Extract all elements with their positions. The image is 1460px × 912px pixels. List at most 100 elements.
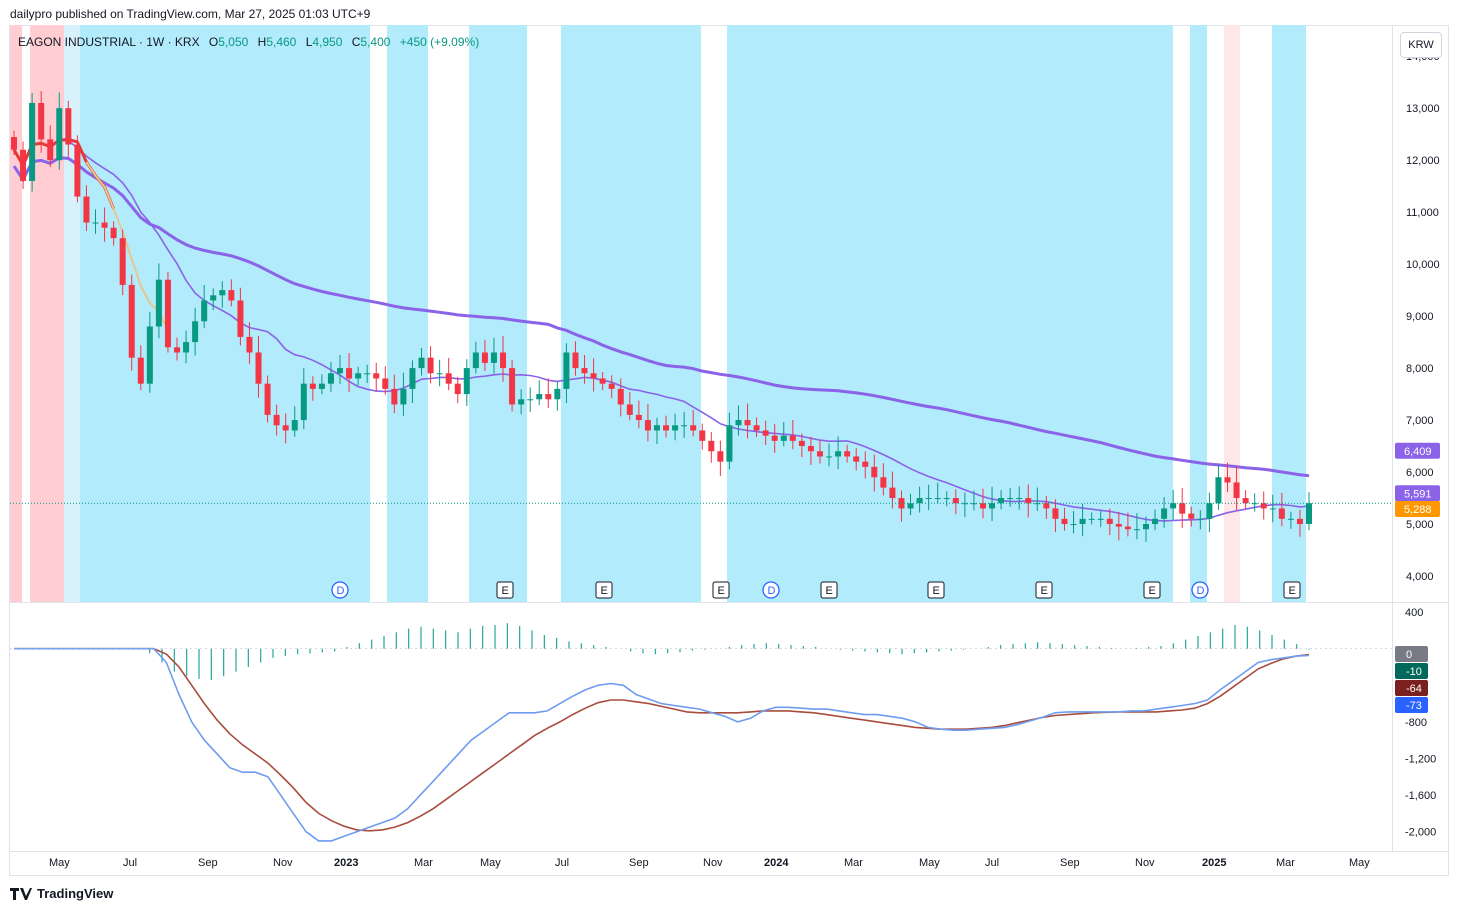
candle-body <box>1306 503 1312 525</box>
candle-body <box>418 357 425 369</box>
candle <box>1233 466 1240 511</box>
candle-body <box>1188 513 1195 519</box>
oscillator-tick-label: -2,000 <box>1405 827 1436 839</box>
candle-body <box>1170 503 1177 509</box>
candle <box>481 339 488 371</box>
brand-label: TradingView <box>37 886 114 901</box>
candle-body <box>1016 498 1023 500</box>
candle-body <box>20 149 27 181</box>
candle-body <box>626 404 633 415</box>
candle <box>29 92 36 192</box>
candle <box>1079 503 1086 537</box>
candle-body <box>83 196 90 223</box>
currency-button[interactable]: KRW <box>1400 32 1442 58</box>
candle <box>1070 511 1077 534</box>
oscillator-tag-label: -10 <box>1406 666 1422 678</box>
dividend-marker-label: D <box>768 585 776 597</box>
candle <box>672 413 679 441</box>
candle <box>219 281 226 308</box>
high-value: 5,460 <box>266 35 297 49</box>
candle-body <box>282 425 289 431</box>
price-tag <box>1395 501 1440 518</box>
candle-body <box>1070 524 1077 526</box>
candle-body <box>554 388 561 400</box>
candle-body <box>1242 498 1249 504</box>
candle-body <box>889 487 896 499</box>
price-tick-label: 7,000 <box>1406 415 1434 427</box>
candle <box>47 125 54 168</box>
open-label: O5,050 <box>208 35 249 49</box>
candle-body <box>1097 518 1104 520</box>
price-tick-label: 9,000 <box>1406 311 1434 323</box>
signal-zone <box>469 25 527 602</box>
candle <box>1242 490 1249 509</box>
candle-body <box>753 425 760 431</box>
candle <box>1197 510 1204 530</box>
candle <box>1206 492 1213 533</box>
candle-body <box>644 420 651 431</box>
candle <box>844 444 851 463</box>
candle <box>989 486 996 522</box>
candle <box>454 376 461 404</box>
candle <box>400 372 407 416</box>
earnings-marker-label: E <box>933 585 940 597</box>
candle-body <box>137 357 144 384</box>
price-tag-label: 5,591 <box>1404 488 1432 500</box>
earnings-marker-label: E <box>826 585 833 597</box>
candle-body <box>699 430 706 441</box>
candle-body <box>500 352 507 369</box>
dividend-marker-label: D <box>337 585 345 597</box>
signal-zone <box>80 25 370 602</box>
price-tick-label: 6,000 <box>1406 467 1434 479</box>
price-tick-label: 12,000 <box>1406 155 1440 167</box>
candle <box>255 335 262 398</box>
candle-body <box>807 446 814 452</box>
candle-body <box>771 435 778 441</box>
candle <box>617 378 624 417</box>
candle <box>327 362 334 392</box>
candle-body <box>509 368 516 405</box>
candle-body <box>237 300 244 337</box>
candle <box>300 367 307 430</box>
candle-body <box>989 503 996 509</box>
price-tick-label: 13,000 <box>1406 103 1440 115</box>
price-tick-label: 8,000 <box>1406 363 1434 375</box>
moving-average-short <box>85 161 169 331</box>
candle <box>798 433 805 458</box>
oscillator-tick-label: -800 <box>1405 717 1427 729</box>
candle <box>826 443 833 467</box>
candle-body <box>1179 503 1186 514</box>
candle <box>38 90 45 153</box>
candle-body <box>798 440 805 447</box>
candle <box>853 448 860 471</box>
candle <box>500 335 507 382</box>
candle <box>518 389 525 415</box>
candle-body <box>337 368 344 374</box>
candle <box>391 374 398 414</box>
candle-body <box>327 373 334 384</box>
open-value: 5,050 <box>218 35 249 49</box>
candle-body <box>581 368 588 374</box>
candle-body <box>1287 518 1294 520</box>
candle-body <box>780 435 787 441</box>
time-tick-label: Jul <box>123 857 137 869</box>
candle <box>309 376 316 401</box>
candle-body <box>436 373 443 375</box>
candle-body <box>210 295 217 301</box>
time-tick-label: May <box>1349 857 1370 869</box>
candle <box>998 490 1005 510</box>
candle-body <box>1106 518 1113 525</box>
earnings-marker-label: E <box>718 585 725 597</box>
candle <box>110 221 117 246</box>
candle <box>735 405 742 436</box>
candle-body <box>445 373 452 384</box>
candle-body <box>255 352 262 384</box>
candle <box>1161 497 1168 528</box>
candle-body <box>427 357 434 374</box>
symbol-name[interactable]: EAGON INDUSTRIAL · 1W · KRX <box>18 35 200 49</box>
candle <box>753 417 760 438</box>
publisher-line: dailypro published on TradingView.com, M… <box>10 7 371 21</box>
candle <box>717 440 724 476</box>
candle <box>726 412 733 470</box>
